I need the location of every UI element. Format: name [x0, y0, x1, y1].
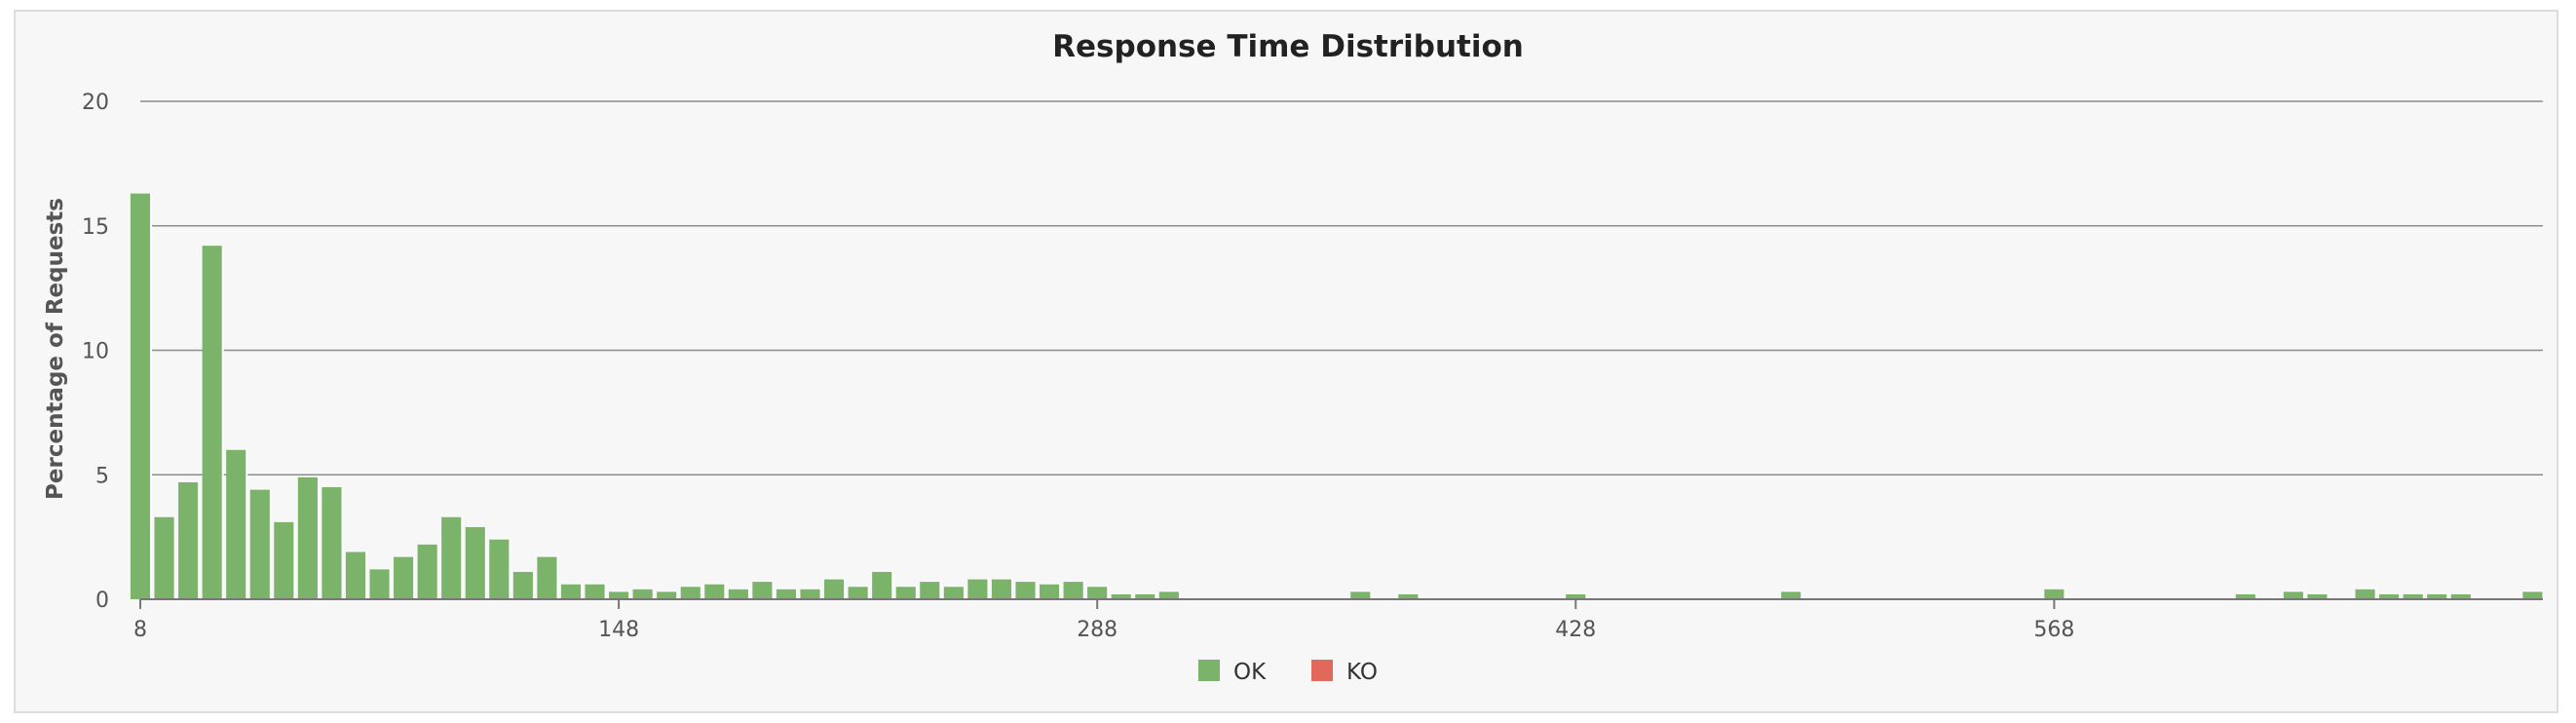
bar-ok[interactable]	[824, 579, 845, 599]
legend-label: KO	[1346, 660, 1378, 685]
legend-label: OK	[1233, 660, 1267, 685]
bar-ok[interactable]	[943, 587, 964, 599]
bar-ok[interactable]	[130, 193, 151, 599]
bar-ok[interactable]	[178, 481, 199, 599]
bar-ok[interactable]	[417, 544, 437, 599]
legend-item-ko[interactable]: KO	[1311, 660, 1378, 685]
x-tick-label: 8	[133, 618, 147, 642]
bar-ok[interactable]	[967, 579, 988, 599]
bar-ok[interactable]	[322, 487, 342, 599]
bar-ok[interactable]	[345, 552, 366, 599]
y-tick-label: 10	[82, 340, 109, 364]
x-tick-label: 288	[1077, 618, 1118, 642]
x-tick-label: 568	[2033, 618, 2074, 642]
legend-swatch	[1198, 660, 1220, 681]
bar-ok[interactable]	[394, 556, 414, 599]
bar-ok[interactable]	[2307, 593, 2328, 599]
bar-ok[interactable]	[2379, 593, 2400, 599]
bar-ok[interactable]	[991, 579, 1012, 599]
bar-ok[interactable]	[560, 584, 582, 599]
y-tick-label: 5	[95, 464, 109, 488]
bar-ok[interactable]	[537, 556, 557, 599]
bar-ok[interactable]	[274, 521, 294, 599]
bar-ok[interactable]	[776, 589, 797, 599]
bar-ok[interactable]	[752, 582, 773, 599]
bar-ok[interactable]	[226, 449, 246, 599]
bar-ok[interactable]	[465, 526, 485, 599]
legend-swatch	[1311, 660, 1333, 681]
chart-title: Response Time Distribution	[1052, 29, 1524, 64]
bar-ok[interactable]	[1135, 593, 1155, 599]
bar-ok[interactable]	[872, 571, 892, 599]
bar-ok[interactable]	[848, 587, 868, 599]
y-tick-label: 15	[82, 215, 109, 240]
bar-ok[interactable]	[1781, 591, 1801, 599]
y-tick-label: 0	[95, 589, 109, 613]
bar-ok[interactable]	[2522, 591, 2543, 599]
bar-ok[interactable]	[1063, 582, 1083, 599]
bar-ok[interactable]	[2427, 593, 2447, 599]
bar-ok[interactable]	[2450, 593, 2471, 599]
bar-ok[interactable]	[1015, 582, 1036, 599]
bar-ok[interactable]	[489, 539, 510, 599]
bar-ok[interactable]	[512, 571, 533, 599]
bar-ok[interactable]	[2044, 589, 2065, 599]
bar-ok[interactable]	[1111, 593, 1131, 599]
bar-ok[interactable]	[369, 569, 390, 599]
bar-ok[interactable]	[202, 246, 222, 599]
bar-ok[interactable]	[585, 584, 605, 599]
bar-ok[interactable]	[895, 587, 916, 599]
bar-ok[interactable]	[920, 582, 940, 599]
bar-ok[interactable]	[609, 591, 629, 599]
y-tick-label: 20	[82, 91, 109, 115]
bar-ok[interactable]	[2403, 593, 2423, 599]
bar-ok[interactable]	[249, 489, 270, 599]
bar-ok[interactable]	[297, 476, 318, 599]
bar-ok[interactable]	[704, 584, 725, 599]
x-tick-label: 148	[598, 618, 639, 642]
bar-ok[interactable]	[1566, 593, 1586, 599]
bar-ok[interactable]	[680, 587, 701, 599]
bar-ok[interactable]	[2235, 593, 2255, 599]
x-tick-label: 428	[1555, 618, 1596, 642]
bar-ok[interactable]	[657, 591, 677, 599]
bar-ok[interactable]	[1087, 587, 1108, 599]
bar-ok[interactable]	[441, 516, 462, 599]
bar-ok[interactable]	[1398, 593, 1419, 599]
legend-item-ok[interactable]: OK	[1198, 660, 1267, 685]
bar-ok[interactable]	[1158, 591, 1179, 599]
bar-ok[interactable]	[2283, 591, 2303, 599]
bar-ok[interactable]	[632, 589, 653, 599]
bar-ok[interactable]	[2355, 589, 2375, 599]
bar-ok[interactable]	[800, 589, 820, 599]
y-axis-label: Percentage of Requests	[43, 198, 68, 500]
bar-ok[interactable]	[154, 516, 174, 599]
bar-ok[interactable]	[1350, 591, 1371, 599]
bar-ok[interactable]	[1040, 584, 1060, 599]
bar-ok[interactable]	[728, 589, 748, 599]
